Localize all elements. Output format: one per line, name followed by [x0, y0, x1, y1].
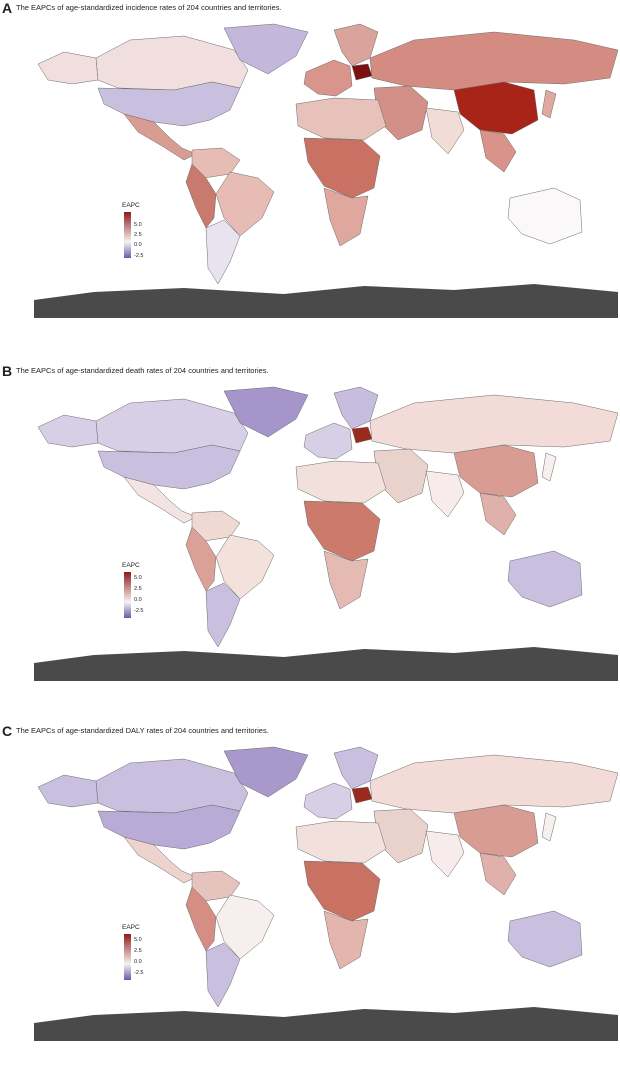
region-poland	[351, 63, 373, 81]
legend-tick: 0.0	[134, 242, 142, 248]
region-antarctica	[34, 647, 618, 681]
region-china	[453, 81, 539, 135]
region-southAmericaSouth	[205, 582, 241, 648]
region-poland	[351, 786, 373, 804]
region-brazil	[215, 894, 275, 960]
panel-letter: A	[2, 0, 13, 16]
region-northAfrica	[295, 97, 387, 141]
legend-title: EAPC	[122, 202, 140, 209]
region-australia	[507, 550, 583, 608]
region-northAmerica	[97, 81, 241, 127]
region-greenland	[223, 386, 309, 438]
region-brazil	[215, 171, 275, 237]
legend-tick: 2.5	[134, 948, 142, 954]
legend-tick: -2.5	[134, 970, 144, 976]
region-china	[453, 804, 539, 858]
region-canada	[95, 398, 249, 454]
region-europeWest	[303, 59, 353, 97]
region-southAfrica	[323, 187, 369, 247]
legend-tick: 2.5	[134, 232, 142, 238]
region-canada	[95, 35, 249, 91]
region-centralAfrica	[303, 137, 381, 199]
region-northAfrica	[295, 460, 387, 504]
panel-daly: C The EAPCs of age-standardized DALY rat…	[0, 723, 620, 1068]
legend-title: EAPC	[122, 562, 140, 569]
legend-tick: -2.5	[134, 253, 144, 259]
region-india	[425, 470, 465, 518]
region-alaska	[37, 414, 99, 448]
panel-death: B The EAPCs of age-standardized death ra…	[0, 363, 620, 708]
world-map	[34, 746, 618, 1041]
panel-title: The EAPCs of age-standardized DALY rates…	[16, 726, 269, 735]
region-southAfrica	[323, 550, 369, 610]
region-india	[425, 107, 465, 155]
legend-color-bar	[124, 572, 131, 618]
region-centralAfrica	[303, 860, 381, 922]
legend-title: EAPC	[122, 924, 140, 931]
legend-tick: 2.5	[134, 586, 142, 592]
legend-tick: 5.0	[134, 222, 142, 228]
panel-letter: C	[2, 723, 13, 739]
region-southAmericaWest	[185, 886, 217, 952]
region-alaska	[37, 51, 99, 85]
region-southeastAsia	[479, 129, 517, 173]
region-japan	[541, 452, 557, 482]
panel-title: The EAPCs of age-standardized incidence …	[16, 3, 282, 12]
region-japan	[541, 812, 557, 842]
region-europeWest	[303, 782, 353, 820]
region-southAmericaWest	[185, 163, 217, 229]
region-brazil	[215, 534, 275, 600]
region-antarctica	[34, 284, 618, 318]
legend-color-bar	[124, 212, 131, 258]
region-southAmericaSouth	[205, 942, 241, 1008]
region-southAfrica	[323, 910, 369, 970]
legend-tick: -2.5	[134, 608, 144, 614]
legend-tick: 5.0	[134, 575, 142, 581]
panel-letter: B	[2, 363, 13, 379]
legend-tick: 0.0	[134, 959, 142, 965]
region-australia	[507, 187, 583, 245]
region-russia	[369, 31, 618, 91]
region-russia	[369, 394, 618, 454]
region-southeastAsia	[479, 852, 517, 896]
region-australia	[507, 910, 583, 968]
region-europeWest	[303, 422, 353, 460]
world-map	[34, 386, 618, 681]
legend-tick: 5.0	[134, 937, 142, 943]
legend: EAPC 5.0 2.5 0.0 -2.5	[122, 924, 162, 994]
region-southeastAsia	[479, 492, 517, 536]
panel-title: The EAPCs of age-standardized death rate…	[16, 366, 269, 375]
world-map	[34, 23, 618, 318]
region-northAfrica	[295, 820, 387, 864]
region-alaska	[37, 774, 99, 808]
legend-tick: 0.0	[134, 597, 142, 603]
region-poland	[351, 426, 373, 444]
region-canada	[95, 758, 249, 814]
region-centralAfrica	[303, 500, 381, 562]
region-northAmerica	[97, 444, 241, 490]
region-china	[453, 444, 539, 498]
panel-incidence: A The EAPCs of age-standardized incidenc…	[0, 0, 620, 345]
region-northAmerica	[97, 804, 241, 850]
region-greenland	[223, 23, 309, 75]
region-russia	[369, 754, 618, 814]
region-antarctica	[34, 1007, 618, 1041]
region-japan	[541, 89, 557, 119]
region-southAmericaWest	[185, 526, 217, 592]
legend: EAPC 5.0 2.5 0.0 -2.5	[122, 202, 162, 272]
region-india	[425, 830, 465, 878]
legend-color-bar	[124, 934, 131, 980]
legend: EAPC 5.0 2.5 0.0 -2.5	[122, 562, 162, 632]
region-southAmericaSouth	[205, 219, 241, 285]
region-greenland	[223, 746, 309, 798]
